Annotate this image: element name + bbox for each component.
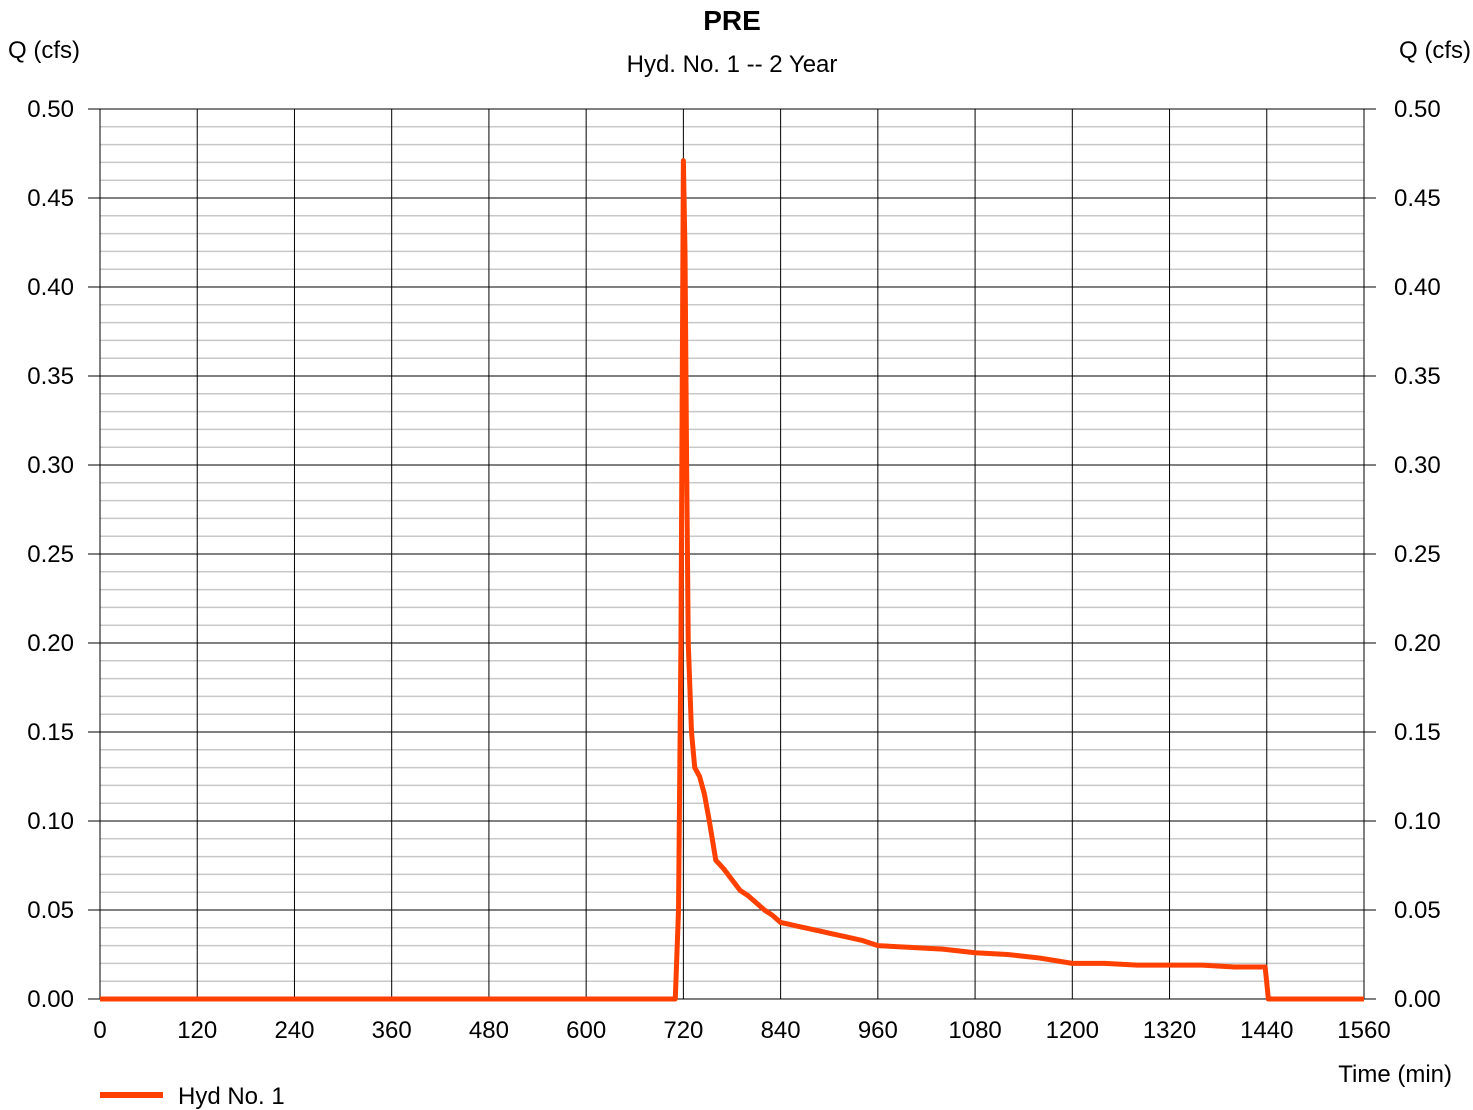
- x-tick-label: 720: [663, 1017, 703, 1044]
- minor-grid: [100, 126, 1364, 982]
- y-tick-label-right: 0.15: [1394, 719, 1441, 746]
- y-tick-label-left: 0.25: [27, 541, 74, 568]
- major-grid: [99, 108, 1365, 1000]
- y-tick-label-left: 0.50: [27, 96, 74, 123]
- y-tick-label-right: 0.50: [1394, 96, 1441, 123]
- x-tick-label: 960: [858, 1017, 898, 1044]
- series-line-hyd-no-1: [100, 158, 1364, 1002]
- chart-title: PRE: [703, 5, 761, 36]
- y-tick-label-right: 0.35: [1394, 363, 1441, 390]
- y-tick-label-right: 0.45: [1394, 185, 1441, 212]
- y-tick-label-right: 0.10: [1394, 808, 1441, 835]
- y-tick-label-left: 0.45: [27, 185, 74, 212]
- chart-subtitle: Hyd. No. 1 -- 2 Year: [627, 51, 838, 78]
- x-tick-label: 480: [469, 1017, 509, 1044]
- y-tick-label-right: 0.25: [1394, 541, 1441, 568]
- y-axis-label-left: Q (cfs): [8, 37, 80, 64]
- y-tick-label-right: 0.00: [1394, 986, 1441, 1013]
- y-tick-label-left: 0.20: [27, 630, 74, 657]
- x-tick-label: 840: [761, 1017, 801, 1044]
- x-tick-label: 1080: [948, 1017, 1001, 1044]
- y-tick-label-left: 0.30: [27, 452, 74, 479]
- x-tick-label: 360: [372, 1017, 412, 1044]
- y-tick-label-left: 0.00: [27, 986, 74, 1013]
- y-tick-label-right: 0.05: [1394, 897, 1441, 924]
- x-tick-label: 1200: [1046, 1017, 1099, 1044]
- x-tick-label: 600: [566, 1017, 606, 1044]
- x-tick-label: 240: [274, 1017, 314, 1044]
- y-tick-label-left: 0.40: [27, 274, 74, 301]
- y-tick-label-right: 0.30: [1394, 452, 1441, 479]
- x-tick-label: 1440: [1240, 1017, 1293, 1044]
- y-tick-label-left: 0.35: [27, 363, 74, 390]
- series-layer: [100, 158, 1364, 1002]
- y-tick-label-right: 0.20: [1394, 630, 1441, 657]
- x-tick-label: 1320: [1143, 1017, 1196, 1044]
- y-axis-right: 0.00 0.05 0.10 0.15 0.20 0.25 0.30 0.35 0.40 0.45…: [1364, 96, 1441, 1013]
- y-tick-label-left: 0.15: [27, 719, 74, 746]
- legend: Hyd No. 1: [100, 1083, 285, 1110]
- y-tick-label-left: 0.10: [27, 808, 74, 835]
- legend-label: Hyd No. 1: [178, 1083, 285, 1110]
- x-axis-label: Time (min): [1338, 1061, 1452, 1088]
- y-axis-label-right: Q (cfs): [1399, 37, 1471, 64]
- x-tick-label: 1560: [1337, 1017, 1390, 1044]
- y-tick-label-left: 0.05: [27, 897, 74, 924]
- x-tick-label: 0: [93, 1017, 106, 1044]
- y-tick-label-right: 0.40: [1394, 274, 1441, 301]
- x-axis: 0 120 240 360 480 600 720 840 960 1080 1200 1320 144…: [93, 1017, 1390, 1044]
- y-axis-left: 0.00 0.05 0.10 0.15 0.20 0.25 0.30 0.35 0.40 0.45…: [27, 96, 100, 1013]
- x-tick-label: 120: [177, 1017, 217, 1044]
